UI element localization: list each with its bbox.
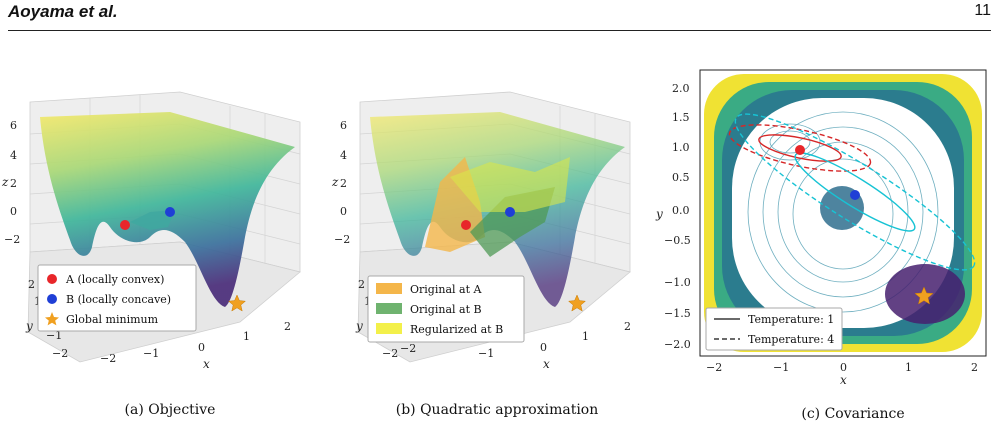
- x-tick: 0: [198, 341, 205, 354]
- y-tick: 1.0: [672, 141, 690, 154]
- cov-ellipse-b-t1: [794, 152, 916, 232]
- y-axis-label: y: [25, 319, 33, 333]
- x-axis-label: x: [543, 357, 550, 371]
- cov-ellipse-a-t1: [758, 134, 842, 162]
- caption-a: (a) Objective: [124, 402, 216, 418]
- legend-label-reg-b: Regularized at B: [410, 323, 503, 336]
- page-header: Aoyama et al. 11: [8, 0, 991, 30]
- panel-c-covariance-contours: 2.0 1.5 1.0 0.5 0.0 −0.5 −1.0 −1.5 −2.0 …: [655, 69, 987, 387]
- x-tick: 2: [624, 320, 631, 333]
- legend-swatch-reg: [376, 323, 402, 334]
- header-rule: [8, 30, 991, 31]
- z-tick: −2: [4, 233, 20, 246]
- caption-b: (b) Quadratic approximation: [395, 402, 599, 418]
- z-tick: 2: [10, 177, 17, 190]
- legend-swatch-a: [376, 283, 402, 294]
- legend-c: Temperature: 1 Temperature: 4: [705, 307, 843, 351]
- z-axis-label: z: [331, 175, 339, 189]
- global-min-star: [914, 286, 934, 305]
- legend-label-orig-a: Original at A: [410, 283, 482, 296]
- cov-ellipse-a-t4: [728, 124, 872, 172]
- legend-marker-a: [47, 274, 57, 284]
- legend-label-orig-b: Original at B: [410, 303, 482, 316]
- global-min-star: [227, 294, 247, 312]
- y-tick: 2: [28, 278, 35, 291]
- point-b-marker: [505, 207, 515, 217]
- x-axis-ticks: −2 −1 0 1 2: [706, 361, 978, 374]
- caption-c: (c) Covariance: [801, 406, 905, 422]
- x-tick: −1: [478, 347, 494, 360]
- x-tick: −2: [400, 342, 416, 355]
- y-tick: 0.0: [672, 204, 690, 217]
- x-tick: −2: [100, 352, 116, 365]
- point-a-marker: [795, 145, 805, 155]
- x-tick: −1: [773, 361, 789, 374]
- page-number: 11: [974, 2, 991, 19]
- y-axis-label: y: [655, 207, 663, 221]
- running-author: Aoyama et al.: [8, 2, 118, 21]
- legend-marker-b: [47, 294, 57, 304]
- z-tick: 6: [340, 119, 347, 132]
- legend-star-icon: [45, 312, 59, 326]
- y-axis-ticks: 2.0 1.5 1.0 0.5 0.0 −0.5 −1.0 −1.5 −2.0: [664, 82, 691, 351]
- y-tick: −1: [46, 329, 62, 342]
- legend-label-b: B (locally concave): [66, 293, 171, 306]
- x-tick: 0: [840, 361, 847, 374]
- x-axis-label: x: [840, 373, 847, 387]
- x-tick: 1: [905, 361, 912, 374]
- z-axis-label: z: [1, 175, 9, 189]
- legend-a: A (locally convex) B (locally concave) G…: [37, 264, 197, 332]
- cov-ellipse-b-t4: [734, 113, 976, 271]
- point-a-marker: [120, 220, 130, 230]
- legend-b: Original at A Original at B Regularized …: [367, 275, 525, 343]
- x-tick: −1: [143, 347, 159, 360]
- z-tick: 0: [340, 205, 347, 218]
- y-tick: 0.5: [672, 171, 690, 184]
- x-axis-ticks: −2 −1 0 1 2: [100, 320, 291, 365]
- y-tick: 2.0: [672, 82, 690, 95]
- x-axis-ticks: −2 −1 0 1 2: [400, 320, 631, 360]
- x-tick: 2: [971, 361, 978, 374]
- y-tick: −0.5: [664, 234, 691, 247]
- y-tick: −2.0: [664, 338, 691, 351]
- y-tick: −1.5: [664, 307, 691, 320]
- y-tick: −1.0: [664, 276, 691, 289]
- y-tick: −2: [52, 347, 68, 360]
- surface-saddle: [130, 210, 175, 230]
- z-tick: −2: [334, 233, 350, 246]
- legend-label-a: A (locally convex): [65, 273, 164, 286]
- point-b-marker: [850, 190, 860, 200]
- z-tick: 4: [10, 149, 17, 162]
- x-tick: 0: [540, 341, 547, 354]
- x-axis-label: x: [203, 357, 210, 371]
- global-min-star: [567, 294, 587, 312]
- panel-b-quadratic-approx: 6 4 2 0 −2 z 2 1 0 −1 −2 y −2 −1 0 1 2 x…: [331, 91, 631, 371]
- x-tick: 1: [582, 330, 589, 343]
- x-tick: 2: [284, 320, 291, 333]
- point-b-marker: [165, 207, 175, 217]
- x-tick: −2: [706, 361, 722, 374]
- y-tick: −2: [382, 347, 398, 360]
- y-tick: 1.5: [672, 111, 690, 124]
- legend-label-t1: Temperature: 1: [748, 313, 834, 326]
- y-tick: 2: [358, 278, 365, 291]
- x-tick: 1: [243, 330, 250, 343]
- legend-swatch-b: [376, 303, 402, 314]
- z-tick: 6: [10, 119, 17, 132]
- z-axis-ticks: 6 4 2 0 −2: [334, 119, 350, 246]
- z-tick: 2: [340, 177, 347, 190]
- z-tick: 4: [340, 149, 347, 162]
- legend-label-t4: Temperature: 4: [748, 333, 834, 346]
- panel-a-objective-surface: 6 4 2 0 −2 z 2 1 0 −1 −2 y −2 −1 0 1 2 x…: [1, 91, 301, 371]
- legend-label-min: Global minimum: [66, 313, 159, 326]
- quadratic-regularized-at-b: [450, 157, 570, 212]
- z-tick: 0: [10, 205, 17, 218]
- z-axis-ticks: 6 4 2 0 −2: [4, 119, 20, 246]
- point-a-marker: [461, 220, 471, 230]
- y-axis-label: y: [355, 319, 363, 333]
